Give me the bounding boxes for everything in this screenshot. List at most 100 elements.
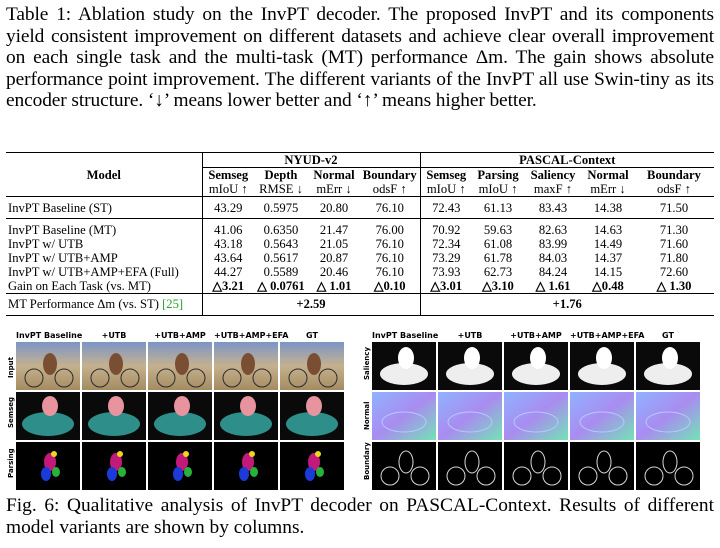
- semseg-motorbike-shape: [22, 412, 74, 436]
- left-figure-panels: [16, 342, 344, 490]
- boundary-wheel-shape: [410, 466, 430, 486]
- normal-panel: [570, 392, 634, 440]
- cell: 20.80: [319, 200, 349, 215]
- parsing-arm-shape: [316, 467, 324, 477]
- cell: 0.5643: [263, 236, 299, 251]
- normal-panel: [504, 392, 568, 440]
- saliency-bike-shape: [446, 363, 494, 385]
- normal-bike-shape: [381, 411, 427, 433]
- gain-cell: △ 0.0761: [257, 278, 305, 293]
- row-label: InvPT Baseline (MT): [8, 222, 117, 237]
- saliency-person-shape: [530, 347, 546, 369]
- parsing-head-shape: [315, 451, 321, 457]
- cell: 20.87: [319, 250, 349, 265]
- boundary-wheel-shape: [446, 466, 466, 486]
- metric-header: odsF ↑: [372, 182, 407, 196]
- wheel-shape: [252, 368, 272, 388]
- figure-column-label: +UTB+AMP+EFA: [570, 331, 645, 340]
- figure-row-label: Saliency: [363, 346, 371, 380]
- rider-shape: [307, 353, 321, 375]
- row-label: InvPT Baseline (ST): [8, 200, 113, 215]
- cell: 76.00: [375, 222, 404, 237]
- normal-bike-shape: [579, 411, 625, 433]
- cell: 73.93: [419, 264, 472, 279]
- parsing-torso-shape: [242, 453, 254, 471]
- parsing-leg-shape: [173, 467, 183, 481]
- rider-shape: [109, 353, 123, 375]
- saliency-bike-shape: [644, 363, 692, 385]
- mt-value-pascal: +1.76: [419, 293, 714, 315]
- cell: 82.63: [538, 222, 568, 237]
- group-header-nyud: NYUD-v2: [201, 152, 420, 168]
- cell: 0.5975: [263, 200, 299, 215]
- rider-shape: [241, 353, 255, 375]
- row-label: InvPT w/ UTB+AMP+EFA (Full): [8, 264, 179, 279]
- parsing-leg-shape: [239, 467, 249, 481]
- cell: 72.43: [419, 196, 472, 219]
- gain-cell: △ 1.01: [316, 278, 352, 293]
- figure-row-label: Input: [7, 357, 15, 378]
- parsing-torso-shape: [176, 453, 188, 471]
- semseg-motorbike-shape: [220, 412, 272, 436]
- citation-link[interactable]: [25]: [162, 297, 184, 311]
- task-header: Boundary: [647, 168, 701, 182]
- row-label: InvPT w/ UTB+AMP: [8, 250, 118, 265]
- saliency-person-shape: [398, 347, 414, 369]
- cell: 61.08: [483, 236, 513, 251]
- figure-column-label: +UTB: [457, 331, 483, 340]
- metric-header: odsF ↑: [657, 182, 691, 196]
- gain-cell: △ 1.61: [535, 278, 571, 293]
- cell: 14.49: [593, 236, 623, 251]
- gain-cell: △3.21: [201, 278, 254, 293]
- boundary-wheel-shape: [608, 466, 628, 486]
- cell: 76.10: [375, 264, 404, 279]
- saliency-person-shape: [596, 347, 612, 369]
- task-header: Boundary: [362, 168, 417, 182]
- metric-header: maxF ↑: [533, 182, 573, 196]
- boundary-wheel-shape: [578, 466, 598, 486]
- cell: 84.03: [538, 250, 568, 265]
- gain-row-label: Gain on Each Task (vs. MT): [8, 278, 151, 293]
- cell: 72.34: [419, 236, 472, 251]
- figure-row-label: Parsing: [7, 448, 15, 478]
- wheel-shape: [318, 368, 338, 388]
- figure-column-label: InvPT Baseline: [372, 331, 439, 340]
- figure-column-label: +UTB+AMP+EFA: [214, 331, 289, 340]
- wheel-shape: [288, 368, 308, 388]
- table-caption: Table 1: Ablation study on the InvPT dec…: [6, 4, 714, 112]
- cell: 0.5617: [263, 250, 299, 265]
- figure-caption-text: Qualitative analysis of InvPT decoder on…: [6, 495, 714, 538]
- mt-value-nyud: +2.59: [201, 293, 420, 315]
- cell: 21.47: [319, 222, 349, 237]
- cell: 83.43: [538, 200, 568, 215]
- cell: 71.50: [659, 200, 689, 215]
- metric-header: mIoU ↑: [419, 182, 472, 197]
- group-header-pascal: PASCAL-Context: [419, 152, 714, 168]
- parsing-arm-shape: [52, 467, 60, 477]
- task-header: Saliency: [530, 168, 576, 182]
- saliency-bike-shape: [578, 363, 626, 385]
- wheel-shape: [24, 368, 44, 388]
- metric-header: mErr ↓: [590, 182, 626, 196]
- ablation-table: Model NYUD-v2 PASCAL-Context Semseg Dept…: [6, 152, 714, 316]
- parsing-head-shape: [51, 451, 57, 457]
- parsing-leg-shape: [41, 467, 51, 481]
- wheel-shape: [120, 368, 140, 388]
- cell: 76.10: [375, 200, 404, 215]
- boundary-wheel-shape: [644, 466, 664, 486]
- gain-cell: △ 1.30: [656, 278, 692, 293]
- metric-header: mIoU ↑: [478, 182, 518, 196]
- cell: 62.73: [483, 264, 513, 279]
- semseg-person-shape: [108, 396, 124, 416]
- saliency-bike-shape: [380, 363, 428, 385]
- mt-row-label: MT Performance Δm (vs. ST) [25]: [6, 293, 202, 315]
- wheel-shape: [222, 368, 242, 388]
- normal-bike-shape: [645, 411, 691, 433]
- saliency-person-shape: [662, 347, 678, 369]
- task-header: Semseg: [201, 167, 254, 182]
- cell: 84.24: [538, 264, 568, 279]
- boundary-rider-shape: [596, 450, 612, 474]
- wheel-shape: [156, 368, 176, 388]
- semseg-person-shape: [306, 396, 322, 416]
- cell: 71.30: [659, 222, 689, 237]
